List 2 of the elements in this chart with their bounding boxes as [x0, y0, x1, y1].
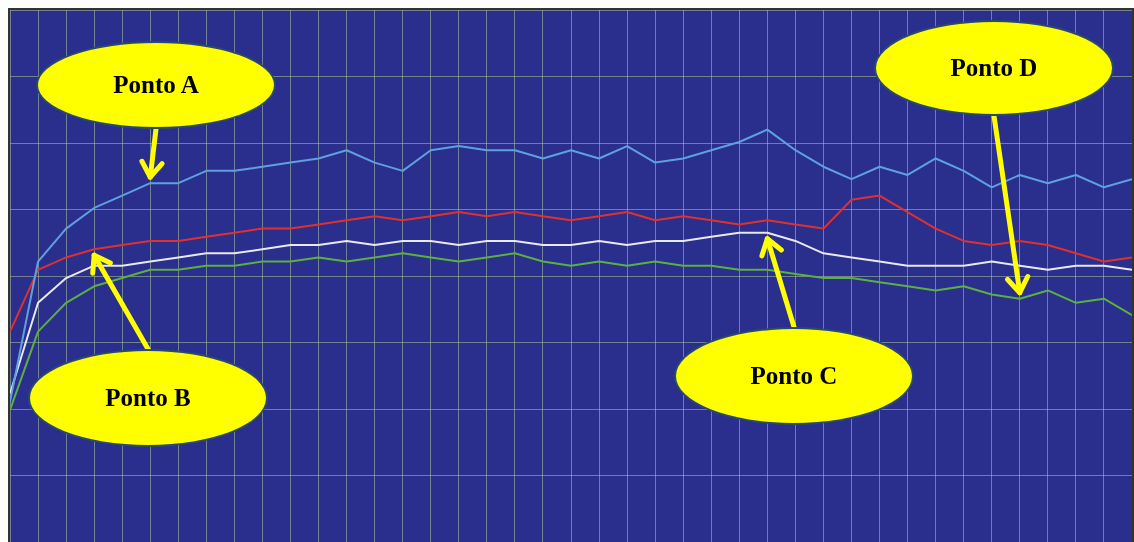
annotation: Ponto B — [105, 384, 191, 412]
annotation: Ponto C — [750, 362, 838, 390]
